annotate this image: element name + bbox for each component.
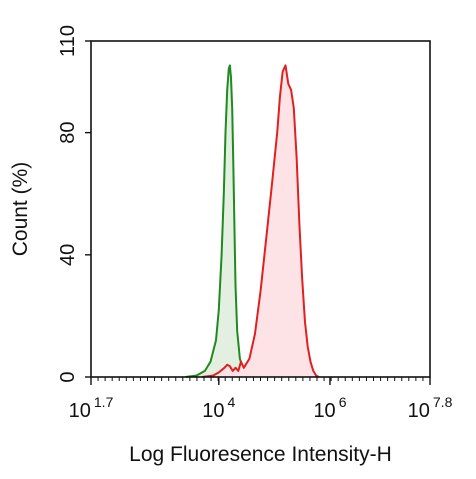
y-tick-label: 40 [57, 244, 79, 266]
y-axis: 0 40 80 110 [57, 25, 91, 383]
y-tick-label: 110 [57, 25, 79, 57]
series-2-area [202, 65, 319, 378]
series-1-line [185, 64, 251, 378]
y-tick-label: 0 [57, 371, 79, 382]
series-1-area [185, 65, 250, 378]
x-axis: 10 1.7 10 4 10 6 10 7.8 [69, 377, 453, 422]
series-2-line [201, 64, 320, 378]
x-tick-label: 10 1.7 [69, 394, 114, 422]
y-axis-title: Count (%) [9, 162, 32, 257]
x-tick-label: 10 4 [202, 394, 235, 422]
y-tick-label: 80 [57, 122, 79, 144]
x-tick-label: 10 7.8 [408, 394, 453, 422]
x-minor-ticks [97, 377, 424, 381]
x-axis-title: Log Fluoresence Intensity-H [129, 443, 392, 466]
series-layer [185, 64, 320, 378]
x-tick-label: 10 6 [313, 394, 346, 422]
